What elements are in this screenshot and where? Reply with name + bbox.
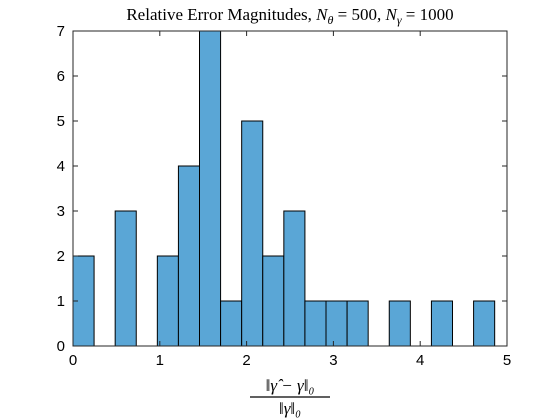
histogram-bar — [114, 210, 137, 347]
x-axis-label-numerator: ‖γ̂ − γ‖₀ — [266, 376, 315, 395]
histogram-bar — [220, 300, 243, 347]
x-axis-label-denominator: ‖γ‖₀ — [279, 399, 301, 418]
histogram-bar — [325, 300, 348, 347]
y-tick-label: 5 — [57, 113, 65, 130]
title-sub-gamma: γ — [397, 13, 402, 27]
histogram-bar — [304, 300, 327, 347]
histogram-bar — [241, 120, 264, 347]
histogram-bar — [430, 300, 454, 347]
histogram-bar — [156, 255, 179, 347]
y-tick-label: 0 — [57, 338, 65, 355]
y-tick-label: 1 — [57, 293, 65, 310]
title-n-gamma: N — [384, 5, 398, 24]
title-prefix: Relative Error Magnitudes, — [126, 5, 316, 24]
x-tick-label: 2 — [242, 352, 250, 369]
bars-group — [72, 30, 496, 347]
axes-box — [72, 30, 508, 347]
histogram-bar — [346, 300, 369, 347]
y-tick-label: 2 — [57, 248, 65, 265]
y-tick-label: 3 — [57, 203, 65, 220]
chart-title: Relative Error Magnitudes, Nθ = 500, Nγ … — [126, 5, 453, 27]
x-tick-label: 1 — [156, 352, 164, 369]
title-mid: = 500, — [333, 5, 385, 24]
x-tick-label: 0 — [69, 352, 77, 369]
y-tick-label: 6 — [57, 68, 65, 85]
y-tick-label: 4 — [57, 158, 65, 175]
histogram-bar — [473, 300, 496, 347]
title-sub-theta: θ — [327, 13, 333, 27]
x-tick-label: 5 — [503, 352, 511, 369]
title-suffix: = 1000 — [402, 5, 454, 24]
tick-group: 0 1 2 3 4 5 0 1 2 3 4 5 6 7 — [57, 23, 512, 369]
histogram-bar — [388, 300, 411, 347]
histogram-bar — [177, 165, 201, 347]
x-tick-label: 3 — [329, 352, 337, 369]
x-tick-label: 4 — [416, 352, 424, 369]
histogram-bar — [262, 255, 285, 347]
histogram-bar — [199, 30, 222, 347]
title-n-theta: N — [315, 5, 329, 24]
plot-area-frame — [72, 30, 508, 347]
y-tick-label: 7 — [57, 23, 65, 40]
histogram-bar — [283, 210, 306, 347]
